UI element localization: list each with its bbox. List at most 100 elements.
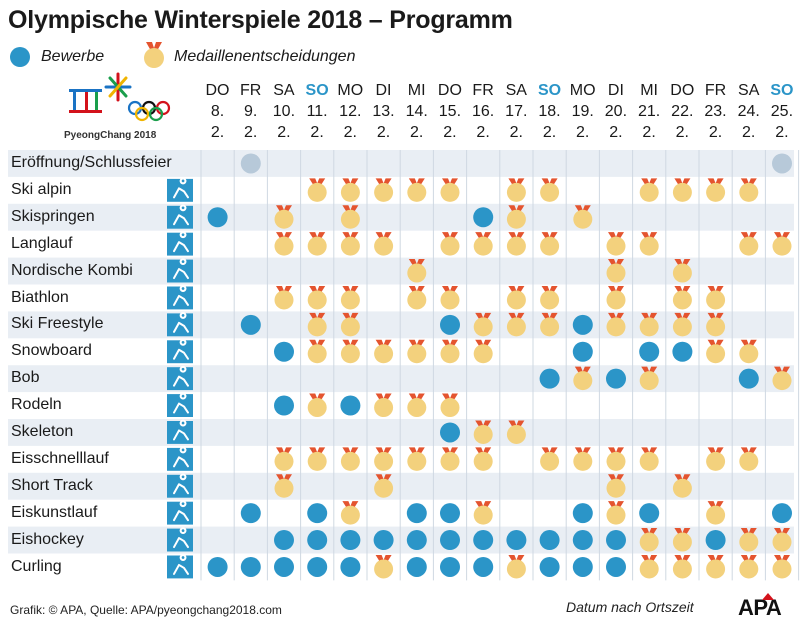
date-header: MI 21. 2. — [633, 80, 666, 143]
medal-marker — [573, 205, 593, 229]
freestyle-icon — [167, 312, 193, 337]
sport-label: Short Track — [11, 476, 93, 494]
medal-marker — [473, 312, 493, 337]
date-date: 9. — [244, 103, 258, 120]
medal-marker — [739, 554, 759, 579]
medal-marker — [407, 259, 427, 283]
event-dot — [207, 556, 228, 577]
medal-marker — [340, 178, 360, 202]
row-shade — [8, 203, 794, 231]
olympic-rings-logo — [69, 72, 171, 122]
short-track-icon — [167, 473, 193, 498]
medal-marker — [473, 232, 493, 256]
date-date: 25. — [770, 103, 794, 120]
skeleton-icon — [167, 419, 193, 444]
timezone-note: Datum nach Ortszeit — [566, 599, 694, 615]
date-header: DI 13. 2. — [367, 80, 400, 143]
medal-marker — [540, 232, 560, 256]
snowboard-icon — [167, 338, 193, 364]
medal-marker — [274, 474, 294, 498]
event-dot — [572, 556, 593, 577]
medal-marker — [606, 232, 626, 256]
event-dot — [274, 341, 294, 362]
medal-marker — [672, 554, 692, 579]
chart-title: Olympische Winterspiele 2018 – Programm — [8, 6, 513, 34]
medal-marker — [374, 178, 394, 202]
date-dow: MI — [640, 82, 658, 99]
medal-marker — [274, 232, 294, 256]
medal-marker — [340, 447, 360, 471]
medal-marker — [540, 447, 560, 471]
date-month: 2. — [476, 124, 490, 141]
medal-marker — [307, 232, 327, 256]
medal-marker — [440, 393, 460, 418]
medal-marker — [639, 366, 659, 391]
medal-marker — [540, 312, 560, 337]
date-date: 20. — [604, 103, 628, 120]
medal-marker — [639, 312, 659, 337]
date-month: 2. — [542, 124, 557, 141]
source-credit: Grafik: © APA, Quelle: APA/pyeongchang20… — [10, 603, 282, 617]
medal-marker — [706, 178, 726, 202]
date-header: SO 11. 2. — [301, 80, 334, 143]
date-header: DO 22. 2. — [666, 80, 699, 143]
medal-marker — [606, 312, 626, 337]
medal-marker — [340, 501, 360, 525]
date-month: 2. — [410, 124, 424, 141]
date-month: 2. — [210, 124, 225, 141]
event-dot — [639, 503, 660, 524]
medal-marker — [307, 447, 327, 471]
date-month: 2. — [277, 124, 291, 141]
medal-marker — [606, 501, 626, 525]
event-dot — [606, 530, 626, 551]
nordic-combined-icon — [167, 258, 193, 283]
date-date: 13. — [372, 103, 395, 120]
date-header: MO 19. 2. — [566, 80, 599, 143]
date-dow: DO — [670, 82, 695, 99]
medal-marker — [407, 339, 427, 364]
date-date: 24. — [737, 103, 760, 120]
medal-marker — [739, 178, 759, 202]
medal-marker — [672, 474, 692, 498]
row-shade — [8, 150, 794, 177]
apa-mark-icon — [762, 593, 774, 600]
date-date: 19. — [571, 103, 594, 120]
medal-marker — [506, 554, 526, 579]
date-date: 21. — [637, 103, 661, 120]
date-month: 2. — [343, 124, 357, 141]
medal-marker — [407, 178, 427, 202]
date-header: SO 18. 2. — [533, 80, 566, 143]
figure-skating-icon — [167, 500, 193, 525]
medal-marker — [606, 259, 626, 283]
medal-marker — [374, 232, 394, 256]
event-dot — [274, 556, 294, 577]
date-dow: FR — [472, 82, 494, 99]
medal-marker — [739, 339, 759, 364]
date-dow: MO — [337, 82, 364, 99]
date-header: FR 16. 2. — [467, 80, 500, 143]
medal-marker — [307, 339, 327, 364]
event-dot — [539, 556, 560, 577]
medal-marker — [374, 554, 394, 579]
event-dot — [440, 530, 460, 551]
sport-label: Snowboard — [11, 342, 92, 360]
date-month: 2. — [509, 124, 523, 141]
medal-marker — [340, 285, 360, 310]
date-date: 23. — [704, 103, 727, 120]
row-shade — [8, 472, 794, 500]
medal-marker — [473, 339, 493, 364]
medal-marker — [706, 554, 726, 579]
medal-marker — [672, 528, 692, 552]
bobsleigh-icon — [167, 365, 193, 391]
medal-marker — [606, 474, 626, 498]
event-dot — [440, 422, 460, 443]
date-header: SA 17. 2. — [500, 80, 533, 143]
row-shade — [8, 526, 794, 554]
event-dot — [440, 503, 460, 524]
event-dot — [539, 530, 560, 551]
medal-marker — [639, 554, 659, 579]
medal-marker — [274, 285, 294, 310]
medal-marker — [506, 285, 526, 310]
event-dot — [307, 503, 328, 524]
